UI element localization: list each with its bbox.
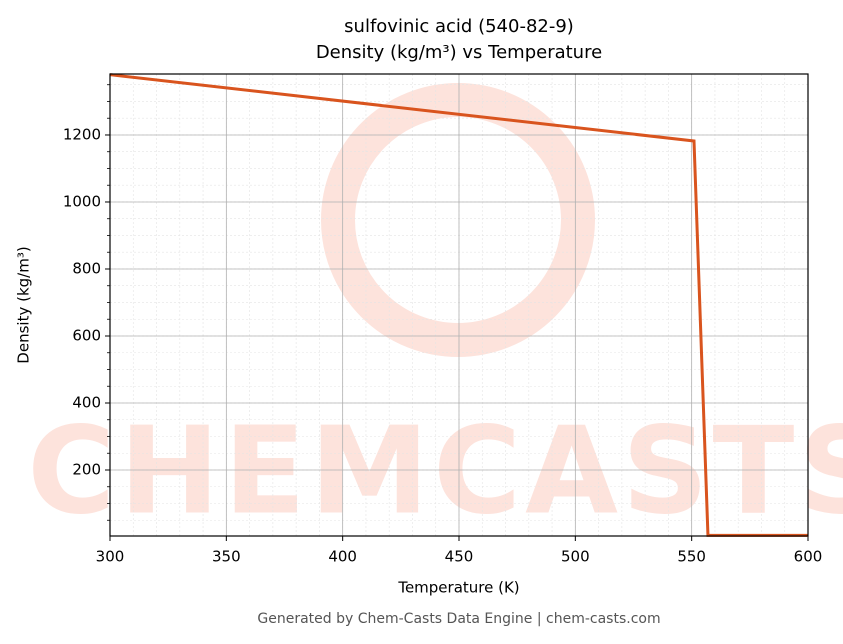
x-tick-label: 450 bbox=[445, 548, 474, 566]
x-axis-label: Temperature (K) bbox=[397, 579, 519, 597]
x-tick-label: 600 bbox=[794, 548, 823, 566]
watermark: CHEMCASTS bbox=[27, 403, 843, 542]
x-tick-label: 350 bbox=[212, 548, 241, 566]
y-tick-label: 800 bbox=[72, 259, 101, 277]
x-tick-label: 500 bbox=[561, 548, 590, 566]
watermark-group: CHEMCASTS bbox=[27, 83, 843, 542]
y-axis-label: Density (kg/m³) bbox=[15, 246, 33, 363]
x-tick-label: 550 bbox=[677, 548, 706, 566]
data-line bbox=[109, 73, 808, 537]
footer: Generated by Chem-Casts Data Engine | ch… bbox=[257, 611, 660, 627]
y-tick-label: 600 bbox=[72, 326, 101, 344]
y-tick-label: 1200 bbox=[63, 125, 101, 143]
x-tick-label: 300 bbox=[96, 548, 125, 566]
x-tick-label: 400 bbox=[328, 548, 357, 566]
y-tick-label: 200 bbox=[72, 461, 101, 479]
y-tick-label: 400 bbox=[72, 393, 101, 411]
plot-frame bbox=[109, 73, 809, 537]
watermark-logo bbox=[321, 83, 595, 357]
y-tick-label: 1000 bbox=[63, 192, 101, 210]
chart-title: sulfovinic acid (540-82-9) bbox=[344, 16, 574, 37]
chart-subtitle: Density (kg/m³) vs Temperature bbox=[316, 42, 602, 63]
